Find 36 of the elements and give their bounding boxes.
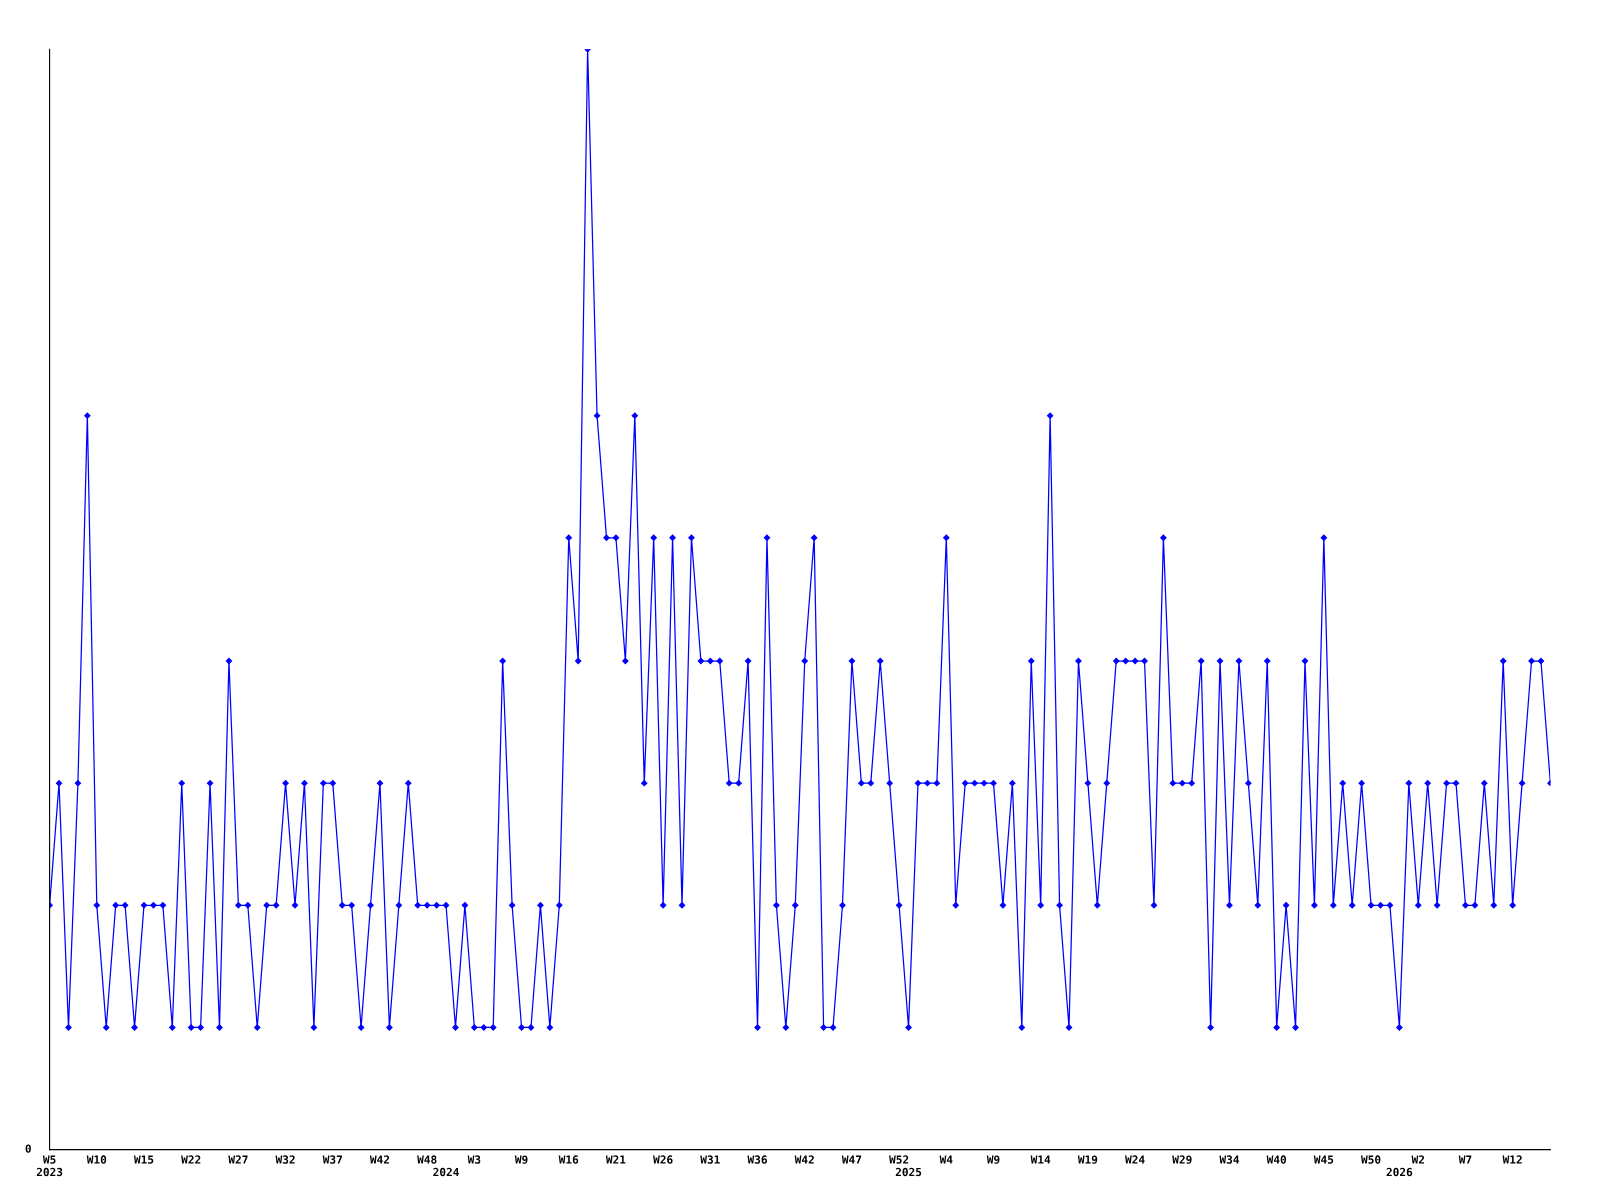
x-tick-label: W50 (1361, 1155, 1381, 1164)
x-tick-label: W24 (1125, 1155, 1145, 1164)
x-tick-label: W15 (133, 1155, 154, 1164)
x-tick-label: 2025 (895, 1167, 922, 1177)
x-tick-label: W36 (747, 1155, 767, 1164)
x-tick-label: W42 (794, 1155, 814, 1164)
x-tick-label: W16 (558, 1155, 579, 1164)
x-tick-label: W29 (1172, 1155, 1192, 1164)
x-tick-label: W32 (275, 1155, 295, 1164)
x-tick-label: W21 (605, 1155, 626, 1164)
x-tick-label: 2024 (433, 1167, 459, 1177)
x-tick-label: W26 (653, 1155, 673, 1164)
x-tick-label: W7 (1458, 1155, 1472, 1164)
x-tick-label: W5 2023 (36, 1155, 63, 1177)
x-tick-label: W34 (1219, 1155, 1240, 1164)
x-tick-label: 2026 (1386, 1167, 1413, 1177)
x-tick-label: W19 (1077, 1155, 1098, 1164)
x-tick-label: W10 (86, 1155, 107, 1164)
x-tick-label: W27 (228, 1155, 248, 1164)
x-tick-label: W37 (322, 1155, 342, 1164)
x-tick-label: W48 (417, 1155, 437, 1164)
x-tick-label: W9 (514, 1155, 528, 1164)
x-tick-label: W9 (986, 1155, 1000, 1164)
x-tick-label: W45 (1313, 1155, 1334, 1164)
x-tick-label: W52 (889, 1155, 909, 1164)
x-tick-label: W40 (1266, 1155, 1287, 1164)
x-tick-label: W4 (939, 1155, 953, 1164)
x-tick-label: W2 (1411, 1155, 1425, 1164)
x-tick-label: W31 (700, 1155, 720, 1164)
text: 0 (25, 1144, 31, 1153)
x-tick-label: W47 (841, 1155, 862, 1164)
x-tick-label: W22 (181, 1155, 201, 1164)
x-tick-label: W14 (1030, 1155, 1051, 1164)
x-tick-label: W12 (1502, 1155, 1522, 1164)
x-tick-label: W3 (467, 1155, 481, 1164)
x-tick-label: W42 (369, 1155, 390, 1164)
